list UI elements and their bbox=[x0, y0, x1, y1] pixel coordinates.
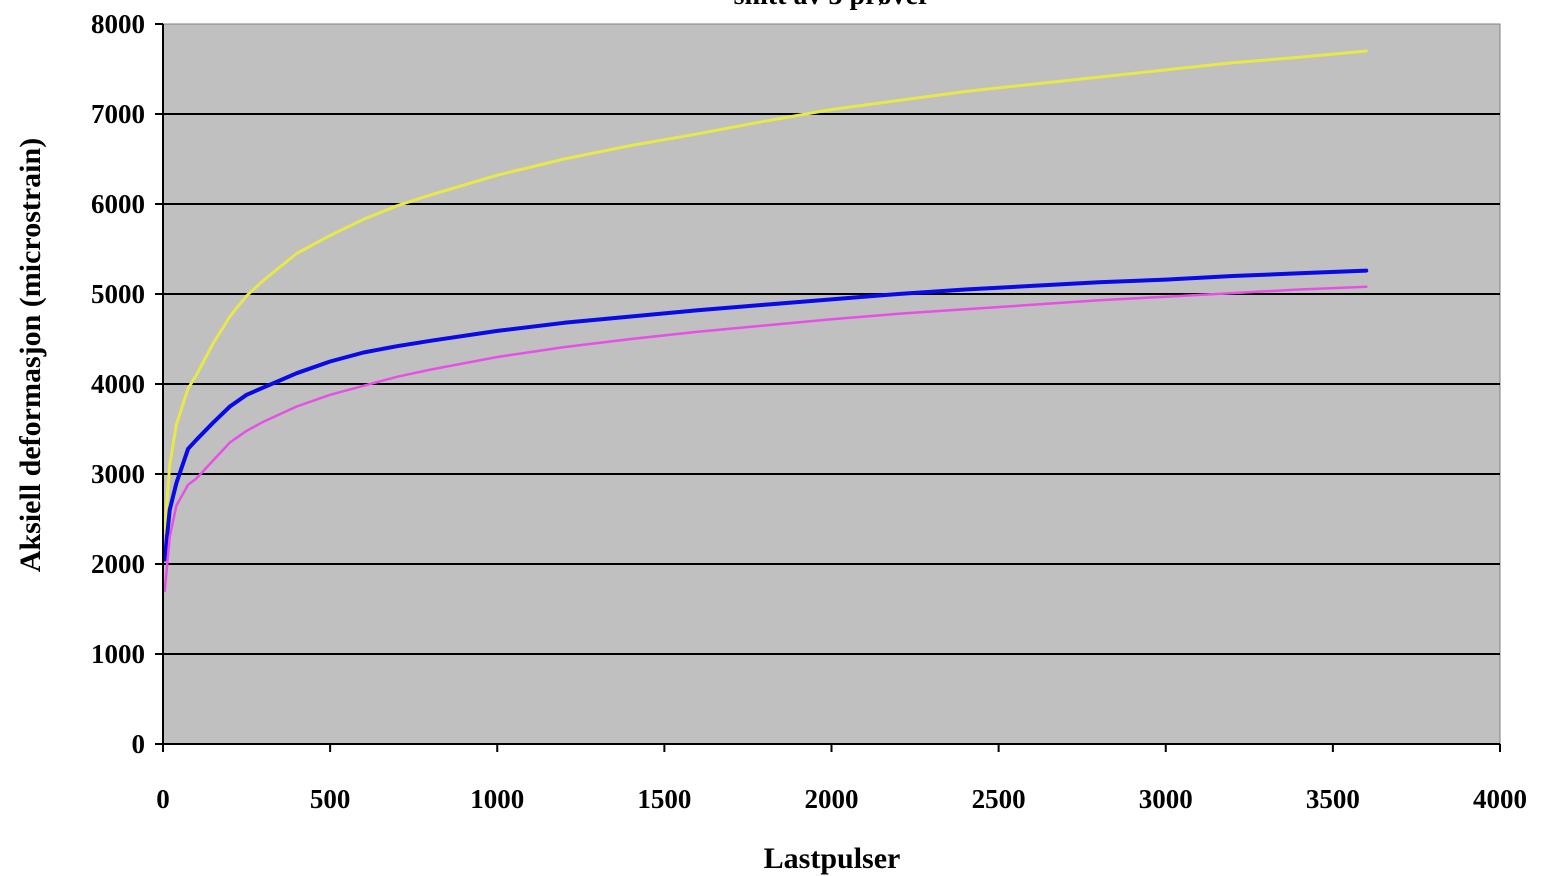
axes bbox=[155, 23, 1501, 752]
y-tick-label: 5000 bbox=[91, 279, 145, 309]
x-tick-label: 2500 bbox=[972, 784, 1026, 814]
gridlines bbox=[163, 113, 1500, 655]
y-tick-label: 8000 bbox=[91, 9, 145, 39]
x-tick-label: 500 bbox=[310, 784, 351, 814]
series-line-2 bbox=[162, 268, 1369, 562]
x-tick-label: 4000 bbox=[1473, 784, 1527, 814]
x-tick-label: 3500 bbox=[1306, 784, 1360, 814]
series-line-3 bbox=[163, 285, 1368, 593]
y-tick-labels: 0 1000 2000 3000 4000 5000 6000 7000 8000 bbox=[91, 9, 145, 759]
series-line-1 bbox=[163, 49, 1368, 534]
x-tick-label: 2000 bbox=[805, 784, 859, 814]
y-tick-label: 7000 bbox=[91, 99, 145, 129]
y-tick-label: 6000 bbox=[91, 189, 145, 219]
x-tick-label: 1500 bbox=[637, 784, 691, 814]
y-axis-label: Aksiell deformasjon (microstrain) bbox=[14, 138, 47, 572]
y-tick-label: 3000 bbox=[91, 459, 145, 489]
y-tick-label: 2000 bbox=[91, 549, 145, 579]
series-layer bbox=[162, 49, 1369, 593]
x-tick-labels: 0 500 1000 1500 2000 2500 3000 3500 4000 bbox=[156, 784, 1527, 814]
x-tick-label: 1000 bbox=[470, 784, 524, 814]
x-tick-label: 0 bbox=[156, 784, 170, 814]
chart-title: snitt av 3 prøver bbox=[734, 0, 931, 11]
y-tick-label: 4000 bbox=[91, 369, 145, 399]
x-tick-label: 3000 bbox=[1139, 784, 1193, 814]
y-tick-label: 1000 bbox=[91, 639, 145, 669]
x-axis-label: Lastpulser bbox=[764, 842, 901, 875]
y-tick-label: 0 bbox=[132, 729, 146, 759]
